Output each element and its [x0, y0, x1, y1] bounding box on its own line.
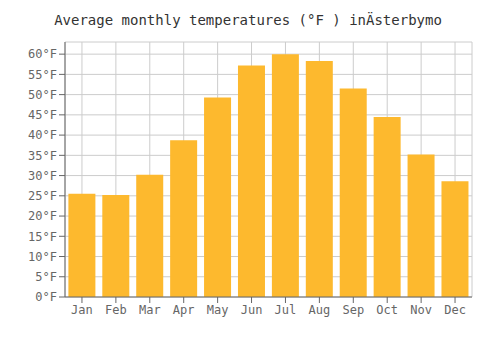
svg-text:40°F: 40°F [28, 128, 57, 142]
svg-text:May: May [207, 303, 229, 317]
svg-text:45°F: 45°F [28, 108, 57, 122]
svg-text:30°F: 30°F [28, 169, 57, 183]
svg-text:Jul: Jul [275, 303, 297, 317]
svg-text:Jun: Jun [241, 303, 263, 317]
svg-text:Dec: Dec [444, 303, 466, 317]
svg-text:20°F: 20°F [28, 209, 57, 223]
svg-text:10°F: 10°F [28, 250, 57, 264]
svg-text:60°F: 60°F [28, 47, 57, 61]
svg-text:Oct: Oct [376, 303, 398, 317]
svg-text:15°F: 15°F [28, 230, 57, 244]
svg-text:55°F: 55°F [28, 68, 57, 82]
svg-text:Feb: Feb [105, 303, 127, 317]
svg-text:Mar: Mar [139, 303, 161, 317]
svg-text:Nov: Nov [410, 303, 432, 317]
svg-text:0°F: 0°F [35, 290, 57, 304]
svg-text:5°F: 5°F [35, 270, 57, 284]
html-text:Average monthly temperatures (: Average monthly temperatures (°F ) inÄst… [54, 12, 442, 28]
svg-text:Sep: Sep [342, 303, 364, 317]
svg-text:Aug: Aug [309, 303, 331, 317]
svg-text:25°F: 25°F [28, 189, 57, 203]
svg-text:35°F: 35°F [28, 149, 57, 163]
svg-text:50°F: 50°F [28, 88, 57, 102]
svg-text:Apr: Apr [173, 303, 195, 317]
svg-text:Jan: Jan [71, 303, 93, 317]
